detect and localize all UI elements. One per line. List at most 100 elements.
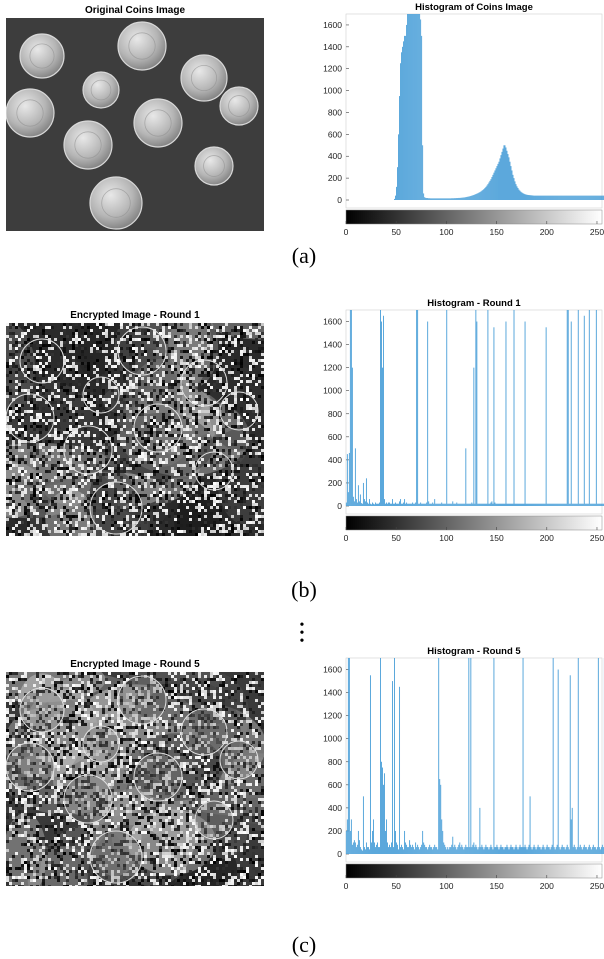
histogram-bar bbox=[491, 501, 493, 506]
histogram-bar bbox=[358, 501, 360, 506]
histogram-bar bbox=[549, 503, 551, 506]
histogram-bar bbox=[490, 179, 492, 200]
histogram-bar bbox=[378, 847, 379, 854]
histogram-bar bbox=[504, 847, 506, 854]
histogram-bar bbox=[452, 836, 454, 854]
histogram-bar bbox=[479, 192, 481, 200]
histogram-bar bbox=[536, 847, 538, 854]
x-tick-label: 150 bbox=[489, 227, 503, 237]
histogram-bar bbox=[478, 192, 480, 200]
histogram-bar bbox=[531, 849, 533, 854]
y-tick-label: 1600 bbox=[323, 20, 342, 30]
histogram-bar bbox=[481, 503, 483, 506]
histogram-bar bbox=[571, 195, 573, 200]
histogram-bar bbox=[548, 847, 550, 854]
y-tick-label: 1000 bbox=[323, 734, 342, 744]
histogram-bar bbox=[532, 195, 534, 200]
x-tick-label: 200 bbox=[540, 881, 554, 891]
histogram-bar bbox=[539, 503, 541, 506]
plot-area bbox=[345, 657, 603, 863]
histogram-bar bbox=[406, 844, 408, 854]
histogram-bar bbox=[584, 503, 586, 506]
histogram-bar bbox=[375, 847, 376, 854]
histogram-bar bbox=[575, 195, 577, 200]
histogram-bar bbox=[577, 658, 579, 854]
histogram-bar bbox=[500, 503, 502, 506]
y-tick-label: 400 bbox=[328, 455, 342, 465]
histogram-bar bbox=[393, 503, 394, 506]
histogram-bar bbox=[583, 844, 585, 854]
y-tick-label: 0 bbox=[337, 849, 342, 859]
y-tick-label: 1400 bbox=[323, 42, 342, 52]
histogram-bar bbox=[495, 503, 497, 506]
histogram-bar bbox=[521, 192, 523, 200]
coin-outline bbox=[117, 326, 167, 376]
histogram-bar bbox=[537, 195, 539, 200]
histogram-bar bbox=[593, 503, 595, 506]
histogram-bar bbox=[460, 847, 462, 854]
histogram-bar bbox=[573, 503, 575, 506]
y-tick-label: 1200 bbox=[323, 64, 342, 74]
histogram-bar bbox=[464, 847, 466, 854]
histogram-bar bbox=[572, 503, 574, 506]
histogram-bar bbox=[420, 847, 422, 854]
histogram-bar bbox=[360, 849, 362, 854]
histogram-bar bbox=[435, 847, 437, 854]
histogram-bar bbox=[558, 195, 560, 200]
histogram-bar bbox=[579, 503, 581, 506]
histogram-bar bbox=[578, 195, 580, 200]
histogram-bar bbox=[513, 178, 515, 200]
histogram-bar bbox=[498, 503, 500, 506]
histogram-bar bbox=[584, 195, 586, 200]
histogram-bar bbox=[516, 186, 518, 200]
histogram-bar bbox=[515, 184, 517, 200]
histogram-bar bbox=[523, 847, 525, 854]
histogram-bar bbox=[524, 844, 526, 854]
histogram-bar bbox=[421, 503, 423, 506]
coin-outline bbox=[6, 742, 55, 792]
histogram-bar bbox=[536, 503, 538, 506]
histogram-bar bbox=[465, 844, 467, 854]
histogram-bar bbox=[538, 847, 540, 854]
histogram-bar bbox=[459, 503, 461, 506]
histogram-bar bbox=[580, 503, 582, 506]
histogram-bar bbox=[481, 190, 483, 200]
histogram-bar bbox=[388, 502, 389, 506]
histogram-bar bbox=[450, 198, 452, 200]
image-title-round-5: Encrypted Image - Round 5 bbox=[70, 659, 200, 670]
histogram-bar bbox=[592, 195, 594, 200]
histogram-bar bbox=[534, 195, 536, 200]
histogram-bar bbox=[572, 195, 574, 200]
histogram-bar bbox=[546, 844, 548, 854]
histogram-bar bbox=[451, 503, 453, 506]
histogram-bar bbox=[402, 847, 404, 854]
histogram-bar bbox=[433, 847, 435, 854]
grayscale-colorbar bbox=[345, 209, 603, 225]
histogram-bar bbox=[416, 310, 418, 506]
histogram-bar bbox=[432, 198, 434, 200]
histogram-bar bbox=[354, 448, 356, 506]
histogram-bar bbox=[459, 842, 461, 854]
histogram-bar bbox=[542, 844, 544, 854]
histogram-bar bbox=[437, 849, 439, 854]
histogram-bar bbox=[556, 195, 558, 200]
coin bbox=[133, 98, 183, 148]
histogram-bar bbox=[395, 195, 396, 200]
histogram-bar bbox=[415, 842, 417, 854]
y-tick-label: 200 bbox=[328, 173, 342, 183]
histogram-bar bbox=[368, 499, 370, 506]
histogram-bar bbox=[507, 154, 509, 200]
histogram-bar bbox=[428, 198, 430, 200]
histogram-bar bbox=[440, 503, 442, 506]
histogram-bar bbox=[594, 195, 596, 200]
histogram-bar bbox=[577, 195, 579, 200]
histogram-bar bbox=[483, 849, 485, 854]
histogram-bar bbox=[415, 14, 417, 200]
histogram-bar bbox=[501, 503, 503, 506]
histogram-bar bbox=[539, 195, 541, 200]
histogram-bar bbox=[366, 502, 368, 506]
histogram-bar bbox=[427, 198, 429, 200]
histogram-bar bbox=[443, 198, 445, 200]
histogram-bar bbox=[386, 502, 387, 506]
histogram-bar bbox=[537, 503, 539, 506]
